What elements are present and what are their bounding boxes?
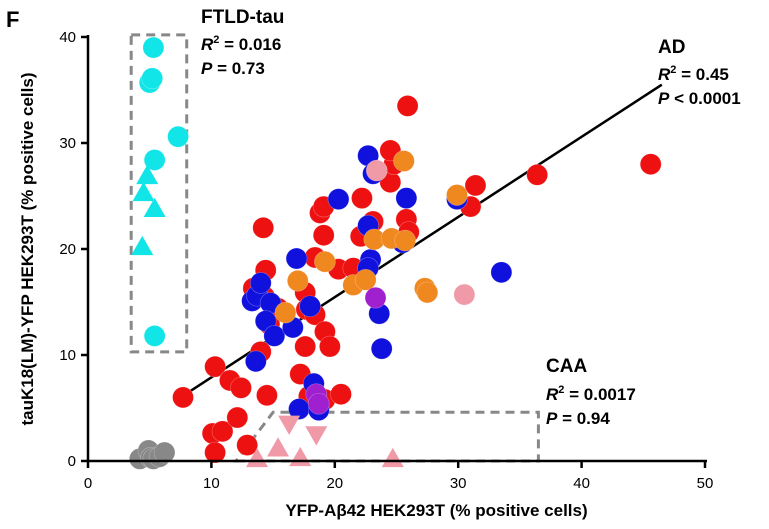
red-point <box>351 187 373 209</box>
pink-triangles-up-point <box>267 437 290 457</box>
y-axis-title: tauK18(LM)-YFP HEK293T (% positive cells… <box>18 73 37 426</box>
blue-point <box>245 350 267 373</box>
x-tick-label: 0 <box>84 475 92 492</box>
cyan-point <box>142 36 165 59</box>
pink-triangles-up-point <box>289 446 312 467</box>
blue-point <box>285 247 308 270</box>
red-point <box>639 153 662 175</box>
red-point <box>330 383 352 406</box>
orange-point <box>446 184 468 206</box>
red-point <box>312 224 335 247</box>
orange-point <box>286 269 309 292</box>
red-point <box>211 420 234 443</box>
ad-r2: R2 = 0.45 <box>658 64 729 84</box>
blue-point <box>490 261 513 284</box>
blue-point <box>299 295 321 318</box>
ftld-tau-p: P = 0.73 <box>201 59 265 78</box>
blue-point <box>263 325 286 347</box>
red-point <box>294 335 316 358</box>
orange-point <box>393 150 415 172</box>
x-tick-label: 50 <box>697 475 714 492</box>
orange-point <box>354 268 377 291</box>
cyan-triangles-point <box>131 235 154 256</box>
cyan-point <box>167 125 189 148</box>
red-point <box>204 355 226 378</box>
red-point <box>526 164 548 186</box>
blue-point <box>327 188 350 210</box>
pink-triangles-up-point <box>246 447 269 468</box>
orange-point <box>274 301 297 324</box>
caa-p: P = 0.94 <box>546 409 610 428</box>
pink-triangles-down-point <box>278 415 301 435</box>
red-point <box>256 384 278 407</box>
y-tick-label: 10 <box>59 347 76 364</box>
caa-r2: R2 = 0.0017 <box>546 384 636 404</box>
ad-label: AD <box>658 37 685 58</box>
cyan-triangles-point <box>143 197 166 217</box>
x-tick-label: 20 <box>326 475 343 492</box>
red-point <box>226 406 249 429</box>
purple-point <box>364 286 387 309</box>
orange-point <box>416 281 439 304</box>
y-tick-label: 40 <box>59 29 76 46</box>
axes: 0 10 20 30 40 50 0 10 20 30 40 <box>59 29 713 492</box>
red-point <box>396 95 419 117</box>
x-tick-label: 40 <box>573 475 590 492</box>
red-point <box>204 441 226 464</box>
ftld-tau-label: FTLD-tau <box>201 7 284 28</box>
red-point <box>464 174 487 197</box>
pink-triangles-down-point <box>305 426 328 446</box>
gray-point <box>153 441 176 464</box>
caa-label: CAA <box>546 356 587 377</box>
red-point <box>172 386 194 409</box>
ad-p: P < 0.0001 <box>658 89 741 108</box>
labels: YFP-Aβ42 HEK293T (% positive cells) tauK1… <box>6 7 741 520</box>
blue-point <box>249 272 272 294</box>
blue-point <box>395 187 418 209</box>
ftld-tau-r2: R2 = 0.016 <box>201 34 281 54</box>
data-points <box>129 36 663 470</box>
cyan-point <box>141 67 163 90</box>
red-point <box>236 434 258 456</box>
purple-point <box>307 392 330 415</box>
cyan-triangles-point <box>132 181 155 202</box>
y-tick-label: 20 <box>59 241 76 258</box>
x-tick-label: 10 <box>203 475 220 492</box>
pink-point <box>365 159 388 182</box>
orange-point <box>394 229 416 252</box>
orange-point <box>314 250 336 273</box>
cyan-point <box>143 149 166 171</box>
ftld-tau-box <box>129 33 189 354</box>
pink-point <box>453 283 476 306</box>
red-point <box>230 377 252 399</box>
red-point <box>319 335 341 358</box>
pink-triangles-up-point <box>381 447 404 468</box>
red-point <box>252 217 275 239</box>
y-tick-label: 0 <box>68 453 76 470</box>
y-tick-label: 30 <box>59 135 76 152</box>
blue-point <box>370 337 393 360</box>
panel-label: F <box>6 7 19 32</box>
x-axis-title: YFP-Aβ42 HEK293T (% positive cells) <box>285 501 587 520</box>
cyan-triangles-point <box>136 164 159 185</box>
x-tick-label: 30 <box>450 475 467 492</box>
cyan-point <box>143 325 166 347</box>
